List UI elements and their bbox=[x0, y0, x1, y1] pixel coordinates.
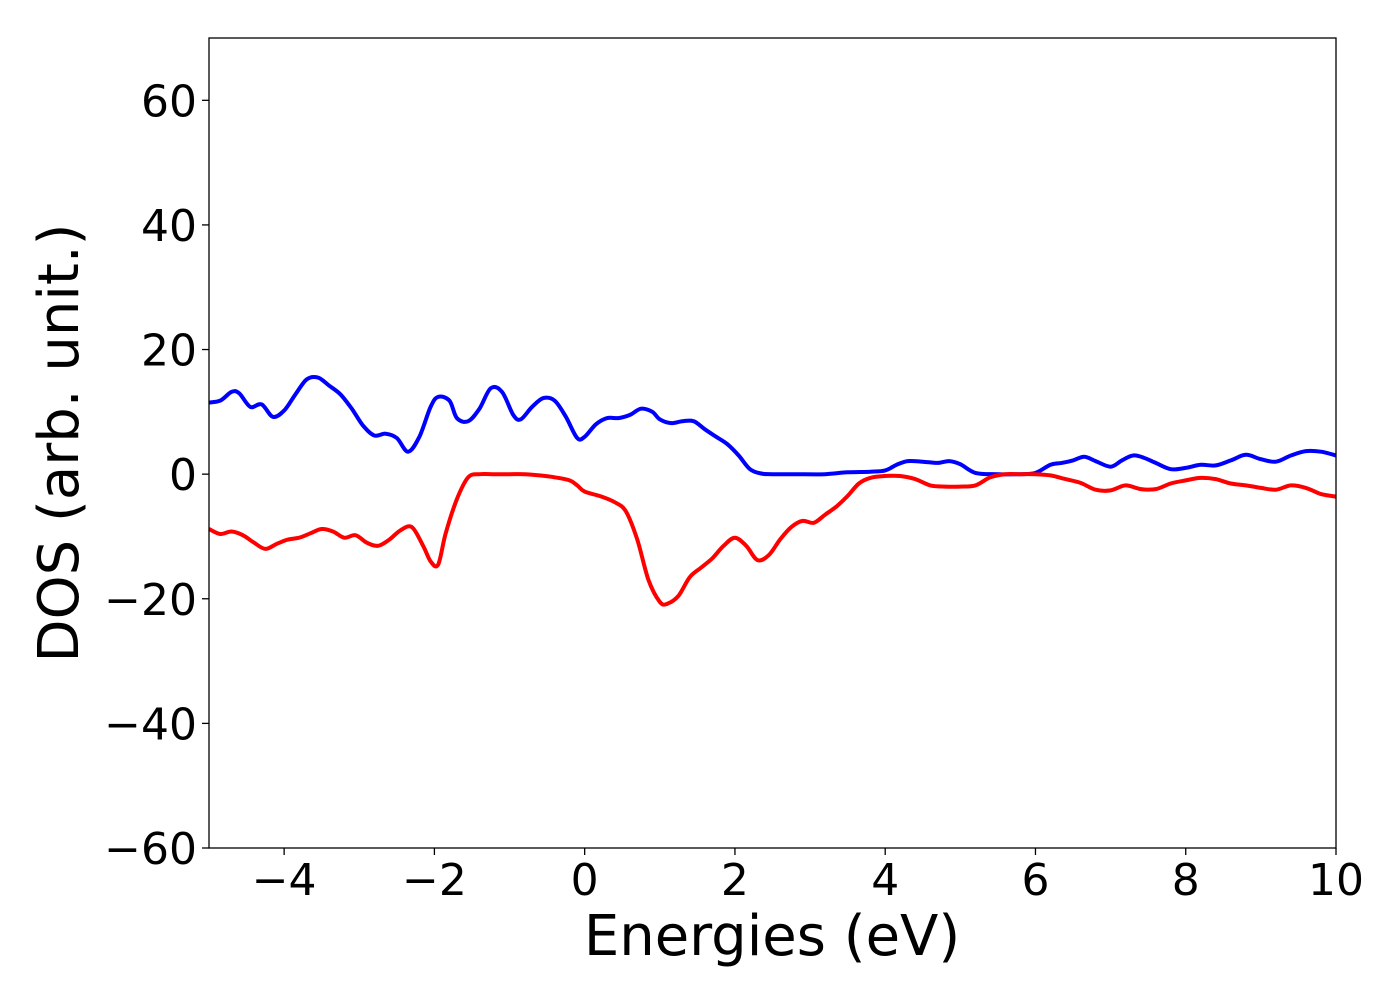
x-tick-label: 2 bbox=[721, 855, 749, 906]
series-layer bbox=[208, 374, 1337, 607]
y-tick-label: −40 bbox=[104, 699, 197, 750]
x-tick-label: −2 bbox=[402, 855, 467, 906]
x-tick-label: 10 bbox=[1308, 855, 1364, 906]
x-axis-label: Energies (eV) bbox=[584, 904, 960, 969]
x-tick-label: 6 bbox=[1021, 855, 1049, 906]
plot-frame bbox=[208, 37, 1337, 849]
y-axis: −60 −40 −20 0 20 40 60 bbox=[104, 76, 209, 875]
x-tick-label: −4 bbox=[252, 855, 317, 906]
y-tick-label: −60 bbox=[104, 824, 197, 875]
x-axis: −4 −2 0 2 4 6 8 10 bbox=[252, 848, 1364, 906]
series-line-1 bbox=[208, 374, 1337, 477]
x-tick-label: 4 bbox=[871, 855, 899, 906]
x-tick-label: 0 bbox=[571, 855, 599, 906]
x-tick-label: 8 bbox=[1172, 855, 1200, 906]
y-axis-label: DOS (arb. unit.) bbox=[27, 223, 92, 662]
y-tick-label: 20 bbox=[141, 326, 197, 377]
series-line-2 bbox=[208, 471, 1337, 607]
y-tick-label: 60 bbox=[141, 76, 197, 127]
y-tick-label: 0 bbox=[169, 450, 197, 501]
y-tick-label: 40 bbox=[141, 201, 197, 252]
y-tick-label: −20 bbox=[104, 575, 197, 626]
